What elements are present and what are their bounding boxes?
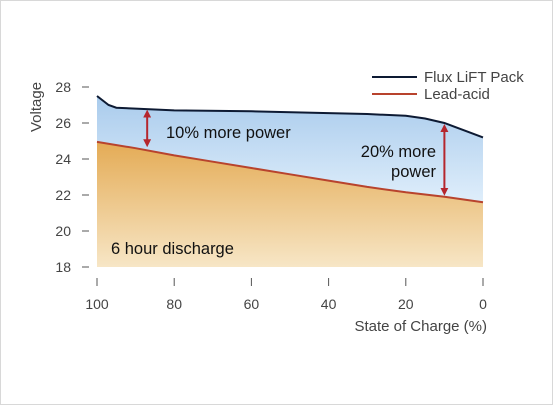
lead-acid-line <box>96 140 484 204</box>
x-tick-label: 80 <box>166 296 182 312</box>
lift-area-fill <box>97 96 483 203</box>
x-axis-label: State of Charge (%) <box>354 318 487 335</box>
y-tick-label: 22 <box>55 187 71 203</box>
annotation-text-1: 10% more power <box>166 124 291 142</box>
flux-lift-pack-line <box>96 95 484 139</box>
annotation-text-2: 20% more <box>361 143 436 161</box>
x-tick-label: 60 <box>244 296 260 312</box>
legend-label: Flux LiFT Pack <box>424 69 524 86</box>
legend-label: Lead-acid <box>424 86 490 103</box>
y-tick-label: 18 <box>55 259 71 275</box>
y-tick-label: 24 <box>55 151 71 167</box>
x-tick-label: 20 <box>398 296 414 312</box>
x-tick-label: 100 <box>85 296 109 312</box>
axes: 18 20 22 24 26 28 100 80 60 40 20 0 Voltage State of … <box>28 79 487 335</box>
y-axis-label: Voltage <box>28 82 45 132</box>
y-tick-label: 28 <box>55 79 71 95</box>
lead-acid-area-fill <box>97 141 483 267</box>
annotations: 10% more power 20% more power 6 hour discha… <box>111 109 449 258</box>
y-tick-label: 26 <box>55 115 71 131</box>
x-tick-label: 40 <box>321 296 337 312</box>
y-tick-label: 20 <box>55 223 71 239</box>
series-lines <box>96 95 484 204</box>
annotation-text-2: power <box>391 163 436 181</box>
x-tick-label: 0 <box>479 296 487 312</box>
area-fills <box>97 96 483 267</box>
annotation-text-3: 6 hour discharge <box>111 240 234 258</box>
